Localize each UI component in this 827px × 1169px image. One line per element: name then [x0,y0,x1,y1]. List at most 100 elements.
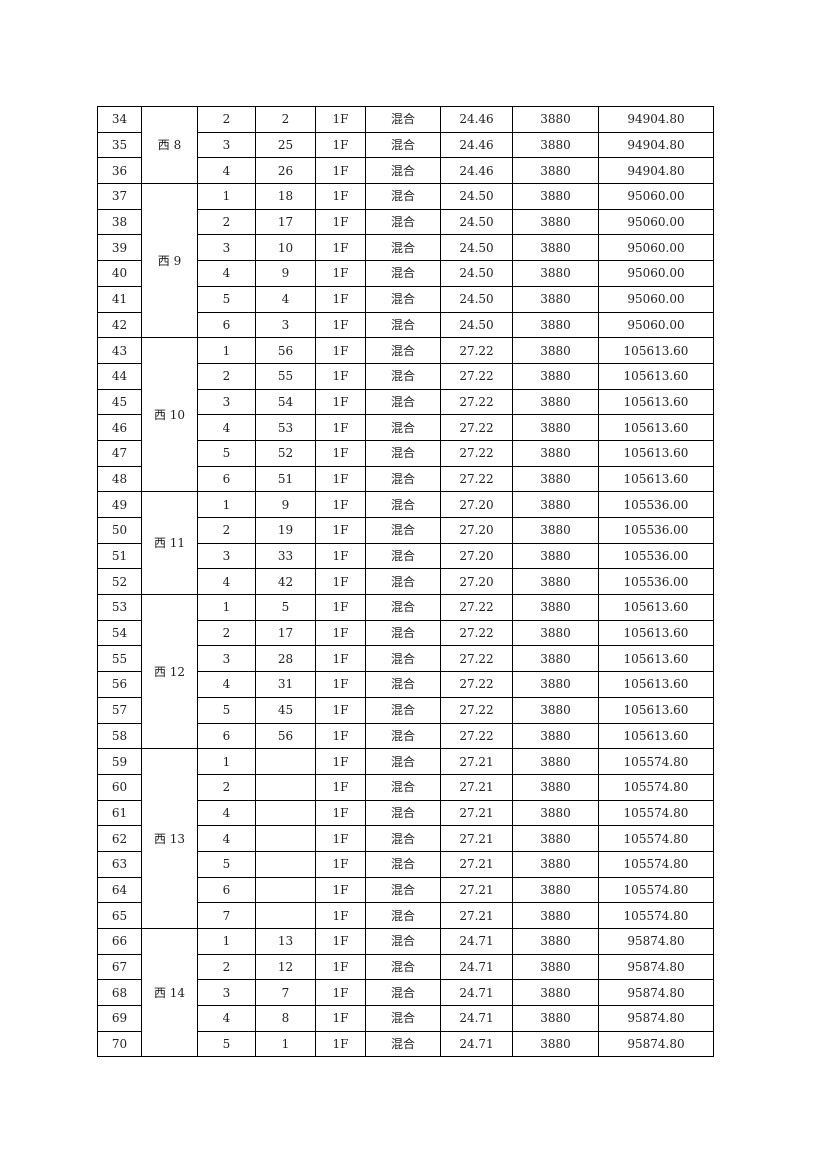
floor-cell: 1F [315,773,366,801]
total-price-cell: 105574.80 [598,799,714,827]
row-number-cell: 35 [97,131,142,159]
total-price-cell: 105613.60 [598,619,714,647]
area-cell: 27.22 [440,362,513,390]
floor-cell: 1F [315,388,366,416]
table-row: 61 4 1F 混合 27.21 3880 105574.80 [97,799,714,827]
row-number-cell: 60 [97,773,142,801]
total-price-cell: 94904.80 [598,106,714,133]
plot-number-cell: 56 [255,337,316,364]
floor-cell: 1F [315,131,366,159]
unit-price-cell: 3880 [512,696,599,724]
total-price-cell: 95874.80 [598,928,714,955]
table-row: 66 西 14 1 13 1F 混合 24.71 3880 95874.80 [97,927,714,1058]
row-number-cell: 38 [97,208,142,236]
row-number-cell: 65 [97,902,142,929]
floor-cell: 1F [315,414,366,441]
plot-number-cell: 13 [255,928,316,955]
area-cell: 24.71 [440,953,513,981]
row-number-cell: 62 [97,825,142,852]
plot-number-cell: 56 [255,722,316,750]
plot-number-cell: 7 [255,979,316,1007]
area-cell: 27.21 [440,748,513,775]
structure-cell: 混合 [365,568,441,596]
floor-cell: 1F [315,722,366,750]
group-cell: 西 13 [141,748,198,929]
unit-price-cell: 3880 [512,773,599,801]
area-cell: 27.20 [440,517,513,544]
structure-cell: 混合 [365,362,441,390]
plot-number-cell: 18 [255,183,316,210]
structure-cell: 混合 [365,979,441,1007]
floor-cell: 1F [315,465,366,493]
data-table: 34 西 8 2 2 1F 混合 24.46 3880 94904.80 35 3 25 1F 混合 24.… [97,105,714,1058]
table-row: 55 3 28 1F 混合 27.22 3880 105613.60 [97,645,714,673]
area-cell: 24.71 [440,928,513,955]
plot-number-cell: 3 [255,311,316,339]
area-cell: 24.46 [440,106,513,133]
table-row: 37 西 9 1 18 1F 混合 24.50 3880 95060.00 [97,183,714,339]
table-row: 56 4 31 1F 混合 27.22 3880 105613.60 [97,671,714,698]
table-row: 36 4 26 1F 混合 24.46 3880 94904.80 [97,157,714,185]
total-price-cell: 105613.60 [598,671,714,698]
unit-price-cell: 3880 [512,337,599,364]
unit-cell: 3 [197,234,256,262]
structure-cell: 混合 [365,722,441,750]
area-cell: 27.20 [440,542,513,570]
plot-number-cell [255,748,316,775]
structure-cell: 混合 [365,106,441,133]
total-price-cell: 94904.80 [598,131,714,159]
unit-price-cell: 3880 [512,748,599,775]
unit-price-cell: 3880 [512,157,599,185]
plot-number-cell: 9 [255,260,316,287]
floor-cell: 1F [315,696,366,724]
unit-price-cell: 3880 [512,542,599,570]
area-cell: 27.22 [440,619,513,647]
unit-price-cell: 3880 [512,825,599,852]
row-number-cell: 56 [97,671,142,698]
row-number-cell: 59 [97,748,142,775]
unit-price-cell: 3880 [512,106,599,133]
structure-cell: 混合 [365,131,441,159]
structure-cell: 混合 [365,671,441,698]
unit-price-cell: 3880 [512,671,599,698]
row-number-cell: 39 [97,234,142,262]
unit-cell: 6 [197,311,256,339]
table-row: 70 5 1 1F 混合 24.71 3880 95874.80 [97,1030,714,1058]
row-number-cell: 54 [97,619,142,647]
total-price-cell: 105613.60 [598,414,714,441]
structure-cell: 混合 [365,465,441,493]
plot-number-cell [255,876,316,904]
total-price-cell: 105574.80 [598,825,714,852]
plot-number-cell [255,850,316,878]
floor-cell: 1F [315,619,366,647]
table-row: 47 5 52 1F 混合 27.22 3880 105613.60 [97,439,714,467]
unit-price-cell: 3880 [512,465,599,493]
area-cell: 27.21 [440,825,513,852]
table-row: 69 4 8 1F 混合 24.71 3880 95874.80 [97,1005,714,1032]
structure-cell: 混合 [365,183,441,210]
unit-price-cell: 3880 [512,517,599,544]
area-cell: 27.22 [440,722,513,750]
plot-number-cell: 45 [255,696,316,724]
unit-price-cell: 3880 [512,234,599,262]
plot-number-cell: 52 [255,439,316,467]
unit-price-cell: 3880 [512,311,599,339]
area-cell: 27.22 [440,388,513,416]
area-cell: 27.22 [440,645,513,673]
plot-number-cell [255,902,316,929]
total-price-cell: 105613.60 [598,439,714,467]
area-cell: 24.50 [440,183,513,210]
unit-price-cell: 3880 [512,285,599,313]
area-cell: 27.21 [440,773,513,801]
unit-cell: 2 [197,362,256,390]
floor-cell: 1F [315,953,366,981]
row-number-cell: 50 [97,517,142,544]
unit-cell: 4 [197,414,256,441]
unit-price-cell: 3880 [512,876,599,904]
unit-price-cell: 3880 [512,183,599,210]
structure-cell: 混合 [365,799,441,827]
structure-cell: 混合 [365,1005,441,1032]
floor-cell: 1F [315,362,366,390]
structure-cell: 混合 [365,388,441,416]
unit-cell: 2 [197,953,256,981]
